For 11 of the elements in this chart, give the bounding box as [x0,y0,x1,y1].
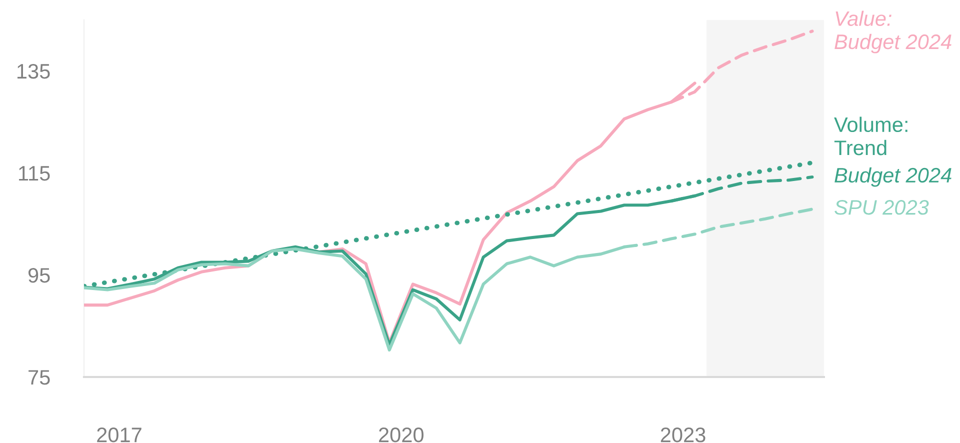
y-tick-label: 135 [18,64,50,79]
y-tick-label: 95 [28,268,50,283]
series-label: Value: Budget 2024 [834,10,952,54]
series-label: Volume: Trend [834,116,908,156]
x-tick-label: 2017 [97,428,142,442]
x-tick-label: 2020 [379,428,424,442]
y-tick-label: 115 [19,166,50,181]
y-tick-label: 75 [28,370,50,385]
x-tick-label: 2023 [660,428,706,442]
series-label: SPU 2023 [834,200,929,215]
series-label: Budget 2024 [834,167,952,187]
